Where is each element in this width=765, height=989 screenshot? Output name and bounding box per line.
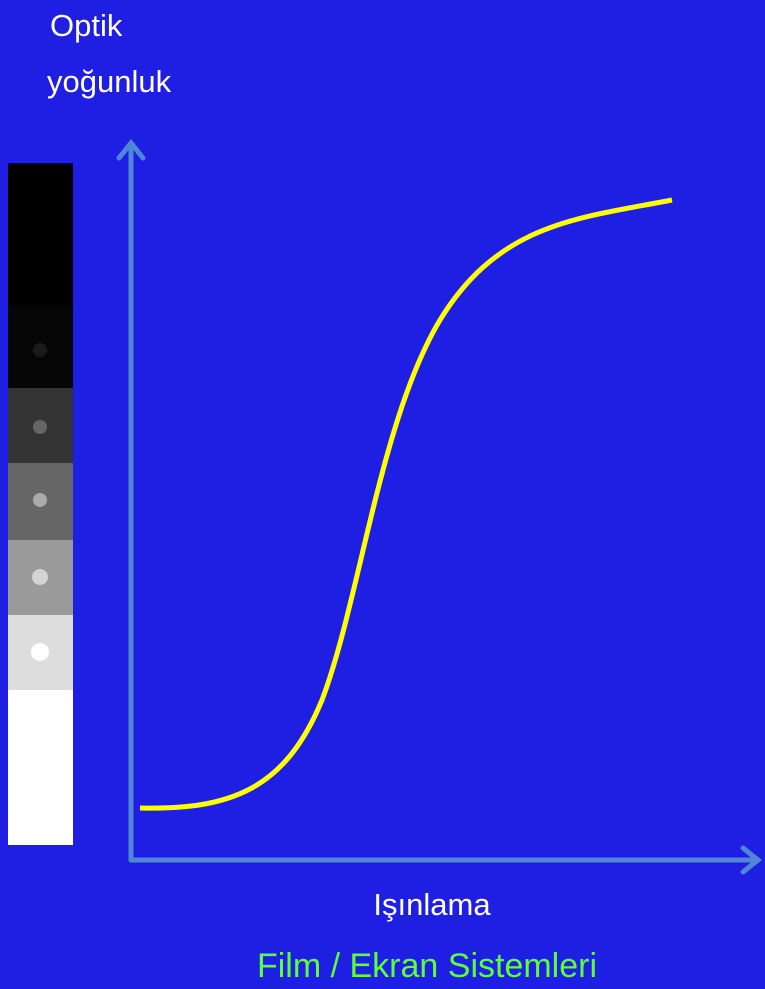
step	[8, 690, 73, 845]
caption: Film / Ekran Sistemleri	[257, 947, 597, 985]
axes	[116, 138, 763, 875]
x-arrow	[740, 845, 763, 875]
x-axis-label: Işınlama	[373, 887, 491, 922]
dot	[33, 420, 47, 434]
y-axis-label: Optik	[50, 8, 123, 43]
step	[8, 163, 73, 305]
dot	[31, 643, 49, 661]
dot	[33, 343, 47, 357]
dot	[33, 493, 47, 507]
y-arrow	[116, 138, 146, 161]
characteristic-curve	[139, 197, 673, 811]
dot	[32, 569, 48, 585]
gray-scale-strip	[8, 163, 73, 845]
y-axis-label: yoğunluk	[47, 64, 172, 99]
